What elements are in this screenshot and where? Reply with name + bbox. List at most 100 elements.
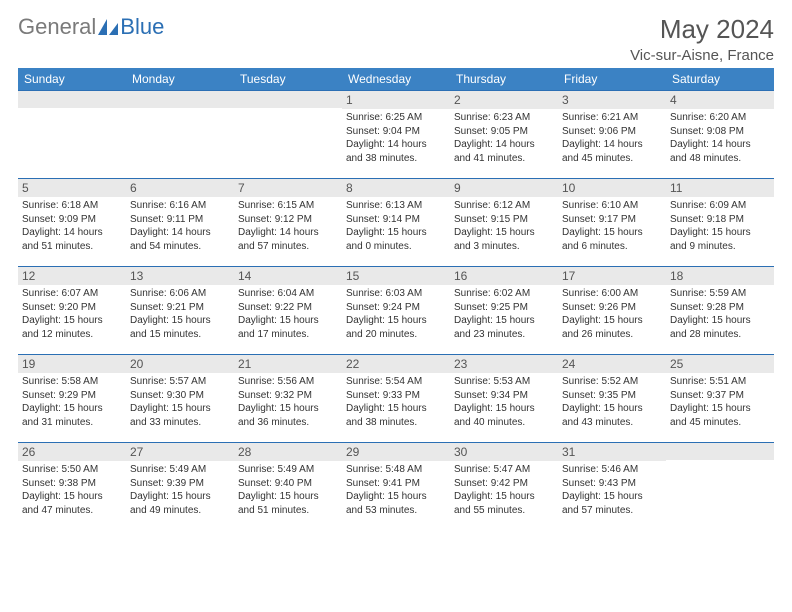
day-number: 10 — [558, 178, 666, 197]
day-details: Sunrise: 5:52 AMSunset: 9:35 PMDaylight:… — [558, 373, 666, 429]
calendar-cell: 28Sunrise: 5:49 AMSunset: 9:40 PMDayligh… — [234, 442, 342, 530]
calendar-cell: 6Sunrise: 6:16 AMSunset: 9:11 PMDaylight… — [126, 178, 234, 266]
calendar-cell: 25Sunrise: 5:51 AMSunset: 9:37 PMDayligh… — [666, 354, 774, 442]
day-number: 12 — [18, 266, 126, 285]
day-number: 4 — [666, 90, 774, 109]
calendar-week-row: 26Sunrise: 5:50 AMSunset: 9:38 PMDayligh… — [18, 442, 774, 530]
calendar-cell: 18Sunrise: 5:59 AMSunset: 9:28 PMDayligh… — [666, 266, 774, 354]
calendar-cell: 21Sunrise: 5:56 AMSunset: 9:32 PMDayligh… — [234, 354, 342, 442]
calendar-cell: 26Sunrise: 5:50 AMSunset: 9:38 PMDayligh… — [18, 442, 126, 530]
calendar-cell: 16Sunrise: 6:02 AMSunset: 9:25 PMDayligh… — [450, 266, 558, 354]
calendar-cell: 11Sunrise: 6:09 AMSunset: 9:18 PMDayligh… — [666, 178, 774, 266]
page-header: General Blue May 2024 Vic-sur-Aisne, Fra… — [18, 14, 774, 64]
day-number: 22 — [342, 354, 450, 373]
logo-sail-icon — [98, 19, 118, 35]
calendar-cell: 14Sunrise: 6:04 AMSunset: 9:22 PMDayligh… — [234, 266, 342, 354]
day-details: Sunrise: 5:58 AMSunset: 9:29 PMDaylight:… — [18, 373, 126, 429]
day-header: Monday — [126, 68, 234, 90]
day-number: 9 — [450, 178, 558, 197]
calendar-week-row: 1Sunrise: 6:25 AMSunset: 9:04 PMDaylight… — [18, 90, 774, 178]
calendar-cell: 13Sunrise: 6:06 AMSunset: 9:21 PMDayligh… — [126, 266, 234, 354]
calendar-cell: 1Sunrise: 6:25 AMSunset: 9:04 PMDaylight… — [342, 90, 450, 178]
day-number: 2 — [450, 90, 558, 109]
day-details: Sunrise: 5:47 AMSunset: 9:42 PMDaylight:… — [450, 461, 558, 517]
calendar-cell — [126, 90, 234, 178]
day-details: Sunrise: 5:49 AMSunset: 9:40 PMDaylight:… — [234, 461, 342, 517]
calendar-cell: 20Sunrise: 5:57 AMSunset: 9:30 PMDayligh… — [126, 354, 234, 442]
day-details: Sunrise: 5:54 AMSunset: 9:33 PMDaylight:… — [342, 373, 450, 429]
day-number: 7 — [234, 178, 342, 197]
day-details: Sunrise: 6:25 AMSunset: 9:04 PMDaylight:… — [342, 109, 450, 165]
day-header: Friday — [558, 68, 666, 90]
calendar-cell: 29Sunrise: 5:48 AMSunset: 9:41 PMDayligh… — [342, 442, 450, 530]
day-number: 14 — [234, 266, 342, 285]
calendar-cell: 7Sunrise: 6:15 AMSunset: 9:12 PMDaylight… — [234, 178, 342, 266]
empty-day-bar — [666, 442, 774, 460]
day-number: 25 — [666, 354, 774, 373]
calendar-cell: 2Sunrise: 6:23 AMSunset: 9:05 PMDaylight… — [450, 90, 558, 178]
day-details: Sunrise: 6:04 AMSunset: 9:22 PMDaylight:… — [234, 285, 342, 341]
calendar-cell: 9Sunrise: 6:12 AMSunset: 9:15 PMDaylight… — [450, 178, 558, 266]
day-number: 13 — [126, 266, 234, 285]
calendar-cell: 3Sunrise: 6:21 AMSunset: 9:06 PMDaylight… — [558, 90, 666, 178]
calendar-page: General Blue May 2024 Vic-sur-Aisne, Fra… — [0, 0, 792, 612]
day-details: Sunrise: 6:12 AMSunset: 9:15 PMDaylight:… — [450, 197, 558, 253]
day-details: Sunrise: 5:48 AMSunset: 9:41 PMDaylight:… — [342, 461, 450, 517]
calendar-table: SundayMondayTuesdayWednesdayThursdayFrid… — [18, 68, 774, 530]
day-number: 28 — [234, 442, 342, 461]
calendar-cell: 5Sunrise: 6:18 AMSunset: 9:09 PMDaylight… — [18, 178, 126, 266]
day-number: 24 — [558, 354, 666, 373]
day-number: 31 — [558, 442, 666, 461]
calendar-cell — [18, 90, 126, 178]
empty-day-bar — [18, 90, 126, 108]
calendar-cell: 19Sunrise: 5:58 AMSunset: 9:29 PMDayligh… — [18, 354, 126, 442]
calendar-cell: 30Sunrise: 5:47 AMSunset: 9:42 PMDayligh… — [450, 442, 558, 530]
day-number: 19 — [18, 354, 126, 373]
day-number: 26 — [18, 442, 126, 461]
calendar-cell — [234, 90, 342, 178]
day-details: Sunrise: 6:13 AMSunset: 9:14 PMDaylight:… — [342, 197, 450, 253]
day-details: Sunrise: 6:03 AMSunset: 9:24 PMDaylight:… — [342, 285, 450, 341]
day-details: Sunrise: 6:00 AMSunset: 9:26 PMDaylight:… — [558, 285, 666, 341]
day-number: 6 — [126, 178, 234, 197]
calendar-week-row: 19Sunrise: 5:58 AMSunset: 9:29 PMDayligh… — [18, 354, 774, 442]
day-details: Sunrise: 6:23 AMSunset: 9:05 PMDaylight:… — [450, 109, 558, 165]
calendar-cell: 17Sunrise: 6:00 AMSunset: 9:26 PMDayligh… — [558, 266, 666, 354]
logo-text-blue: Blue — [120, 14, 164, 40]
calendar-cell: 8Sunrise: 6:13 AMSunset: 9:14 PMDaylight… — [342, 178, 450, 266]
calendar-cell: 4Sunrise: 6:20 AMSunset: 9:08 PMDaylight… — [666, 90, 774, 178]
day-number: 15 — [342, 266, 450, 285]
calendar-cell: 27Sunrise: 5:49 AMSunset: 9:39 PMDayligh… — [126, 442, 234, 530]
day-header: Saturday — [666, 68, 774, 90]
day-details: Sunrise: 6:15 AMSunset: 9:12 PMDaylight:… — [234, 197, 342, 253]
day-details: Sunrise: 6:16 AMSunset: 9:11 PMDaylight:… — [126, 197, 234, 253]
day-number: 21 — [234, 354, 342, 373]
day-details: Sunrise: 5:53 AMSunset: 9:34 PMDaylight:… — [450, 373, 558, 429]
day-header: Wednesday — [342, 68, 450, 90]
day-header: Thursday — [450, 68, 558, 90]
day-details: Sunrise: 6:02 AMSunset: 9:25 PMDaylight:… — [450, 285, 558, 341]
location-label: Vic-sur-Aisne, France — [630, 47, 774, 64]
day-number: 16 — [450, 266, 558, 285]
day-details: Sunrise: 5:56 AMSunset: 9:32 PMDaylight:… — [234, 373, 342, 429]
month-title: May 2024 — [630, 14, 774, 45]
empty-day-bar — [126, 90, 234, 108]
day-details: Sunrise: 5:50 AMSunset: 9:38 PMDaylight:… — [18, 461, 126, 517]
calendar-cell: 12Sunrise: 6:07 AMSunset: 9:20 PMDayligh… — [18, 266, 126, 354]
calendar-week-row: 12Sunrise: 6:07 AMSunset: 9:20 PMDayligh… — [18, 266, 774, 354]
day-details: Sunrise: 5:46 AMSunset: 9:43 PMDaylight:… — [558, 461, 666, 517]
day-header-row: SundayMondayTuesdayWednesdayThursdayFrid… — [18, 68, 774, 90]
day-number: 17 — [558, 266, 666, 285]
day-number: 27 — [126, 442, 234, 461]
calendar-cell: 22Sunrise: 5:54 AMSunset: 9:33 PMDayligh… — [342, 354, 450, 442]
calendar-cell: 10Sunrise: 6:10 AMSunset: 9:17 PMDayligh… — [558, 178, 666, 266]
empty-day-bar — [234, 90, 342, 108]
day-header: Sunday — [18, 68, 126, 90]
day-details: Sunrise: 6:09 AMSunset: 9:18 PMDaylight:… — [666, 197, 774, 253]
day-details: Sunrise: 5:51 AMSunset: 9:37 PMDaylight:… — [666, 373, 774, 429]
day-details: Sunrise: 5:49 AMSunset: 9:39 PMDaylight:… — [126, 461, 234, 517]
calendar-cell: 31Sunrise: 5:46 AMSunset: 9:43 PMDayligh… — [558, 442, 666, 530]
calendar-cell: 15Sunrise: 6:03 AMSunset: 9:24 PMDayligh… — [342, 266, 450, 354]
day-number: 3 — [558, 90, 666, 109]
day-details: Sunrise: 6:07 AMSunset: 9:20 PMDaylight:… — [18, 285, 126, 341]
